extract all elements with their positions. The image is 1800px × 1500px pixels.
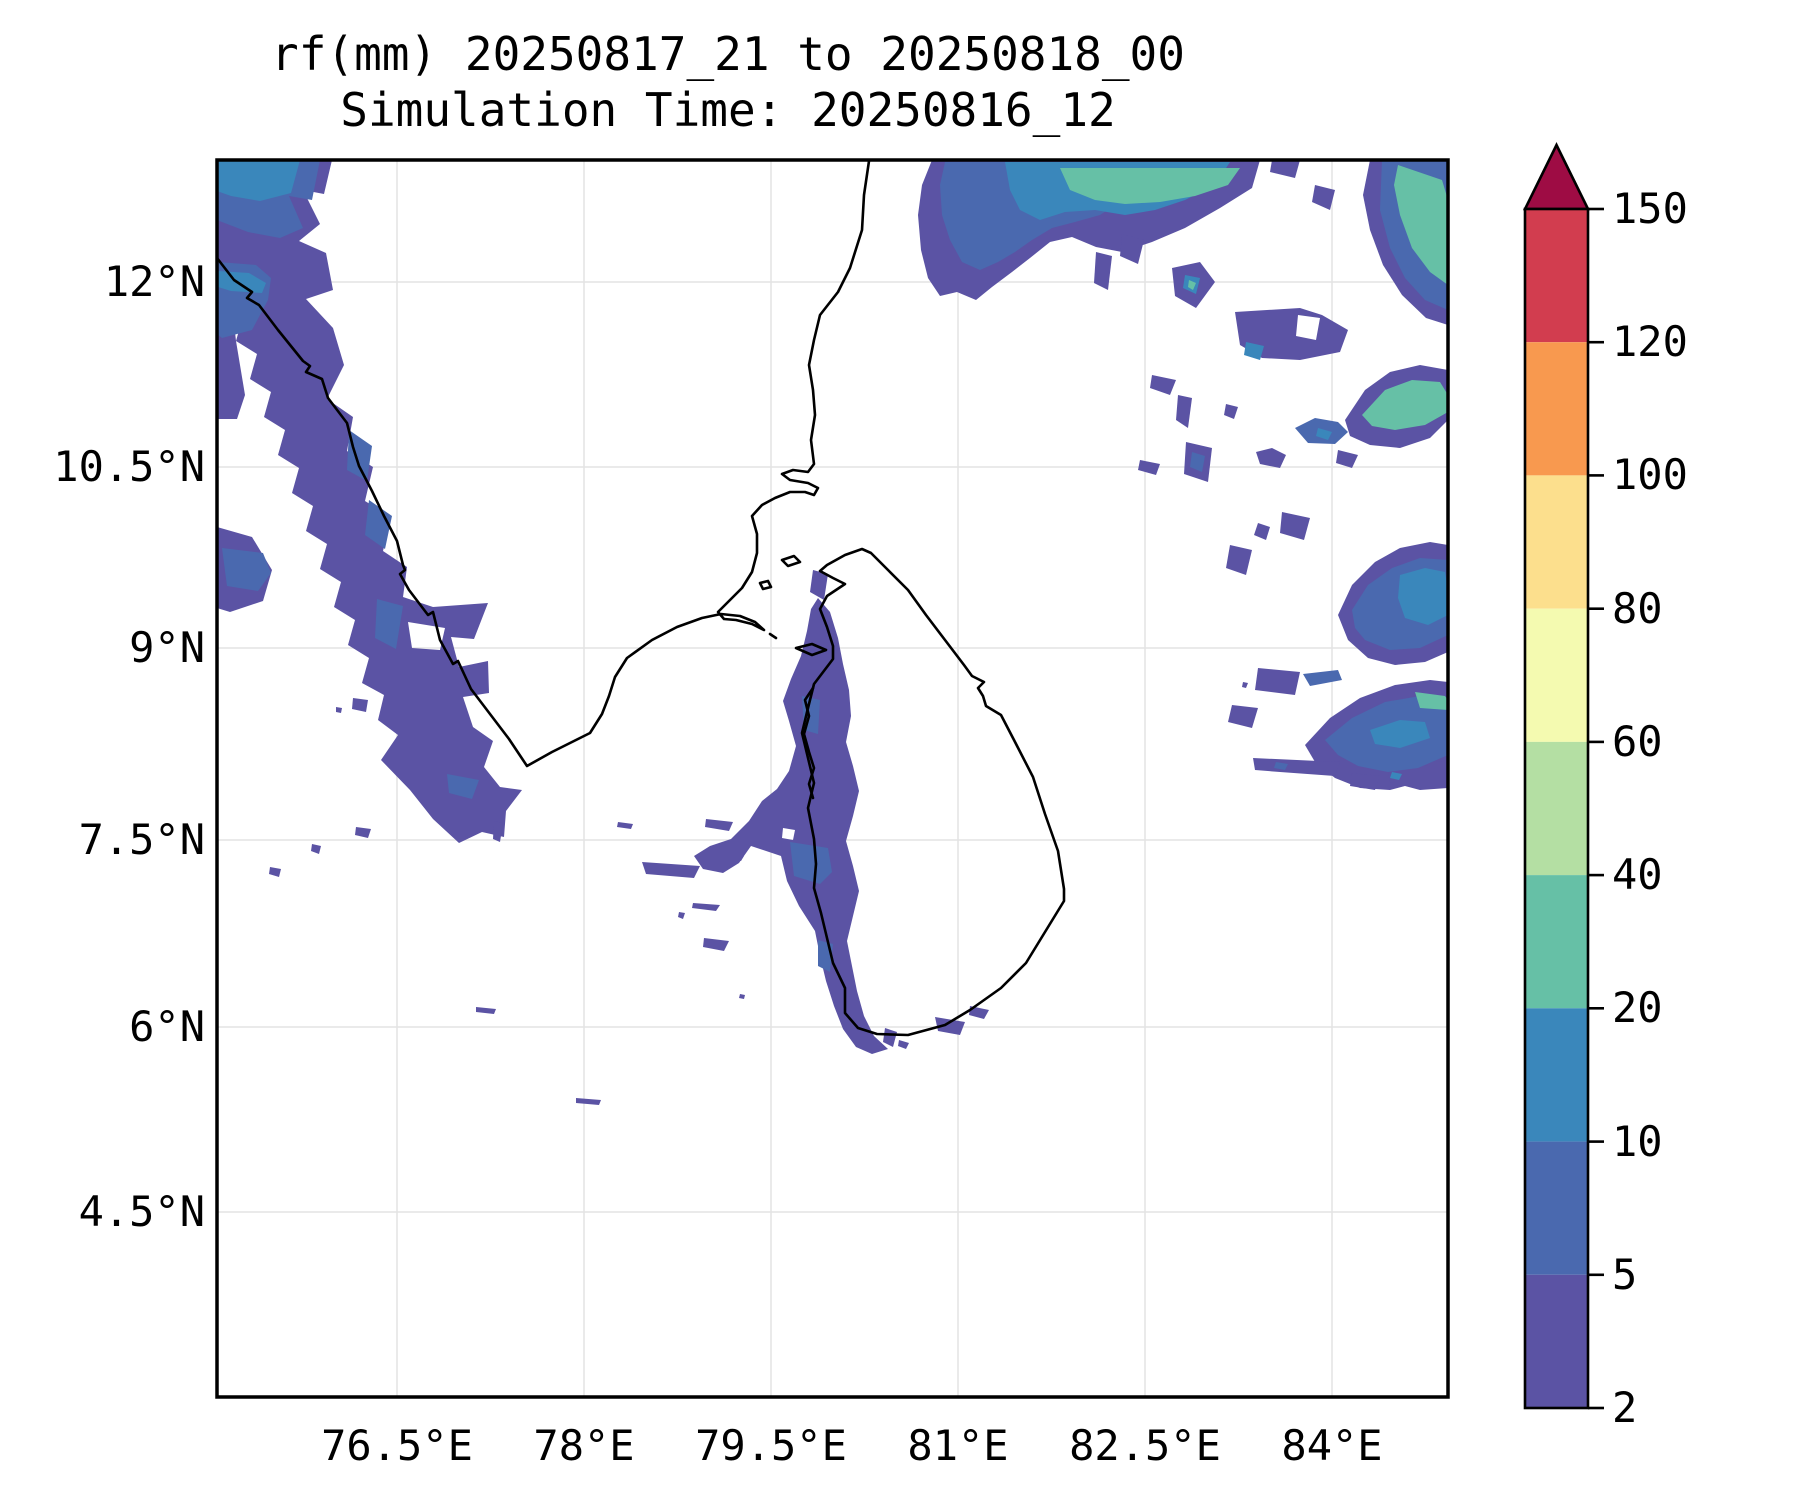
colorbar-outline xyxy=(1523,207,1590,1410)
coastline-puttalam-lagoon xyxy=(802,686,816,800)
cb-tick-5: 5 xyxy=(1612,1250,1638,1299)
lon-tick-76-5E: 76.5°E xyxy=(321,1421,473,1470)
cb-tick-20: 20 xyxy=(1612,983,1663,1032)
cb-tick-100: 100 xyxy=(1612,450,1688,499)
rainfall-contours xyxy=(217,160,1448,1105)
lon-tick-84E: 84°E xyxy=(1281,1421,1383,1470)
plot-subtitle: Simulation Time: 20250816_12 xyxy=(340,83,1116,137)
plot-title: rf(mm) 20250817_21 to 20250818_00 xyxy=(271,27,1185,81)
cb-tick-60: 60 xyxy=(1612,717,1663,766)
lon-tick-82-5E: 82.5°E xyxy=(1069,1421,1221,1470)
coastline-india xyxy=(215,159,871,768)
coastline-mannar-island xyxy=(794,642,828,657)
lat-tick-12N: 12°N xyxy=(103,257,205,306)
lon-tick-81E: 81°E xyxy=(907,1421,1009,1470)
colorbar-over-arrow xyxy=(1522,142,1591,211)
cb-tick-120: 120 xyxy=(1612,317,1688,366)
lat-tick-7-5N: 7.5°N xyxy=(78,815,205,864)
colorbar xyxy=(1522,142,1604,1410)
lat-tick-9N: 9°N xyxy=(129,623,205,672)
cb-tick-40: 40 xyxy=(1612,850,1663,899)
cb-tick-2: 2 xyxy=(1612,1383,1638,1432)
cb-tick-80: 80 xyxy=(1612,584,1663,633)
lon-tick-78E: 78°E xyxy=(533,1421,635,1470)
lat-tick-6N: 6°N xyxy=(129,1002,205,1051)
colorbar-tick-marks xyxy=(1588,207,1604,1410)
lon-tick-79-5E: 79.5°E xyxy=(695,1421,847,1470)
coastline-jaffna-islets xyxy=(758,554,802,640)
plot-frame xyxy=(215,158,1450,1399)
lat-tick-10-5N: 10.5°N xyxy=(53,442,205,491)
coastline-sri-lanka xyxy=(800,547,1066,1037)
cb-tick-150: 150 xyxy=(1612,184,1688,233)
colorbar-segments xyxy=(1525,209,1588,1408)
rain-level-20-40mm xyxy=(1060,165,1448,710)
coastlines xyxy=(215,159,1066,1037)
cb-tick-10: 10 xyxy=(1612,1117,1663,1166)
lat-tick-4-5N: 4.5°N xyxy=(78,1187,205,1236)
